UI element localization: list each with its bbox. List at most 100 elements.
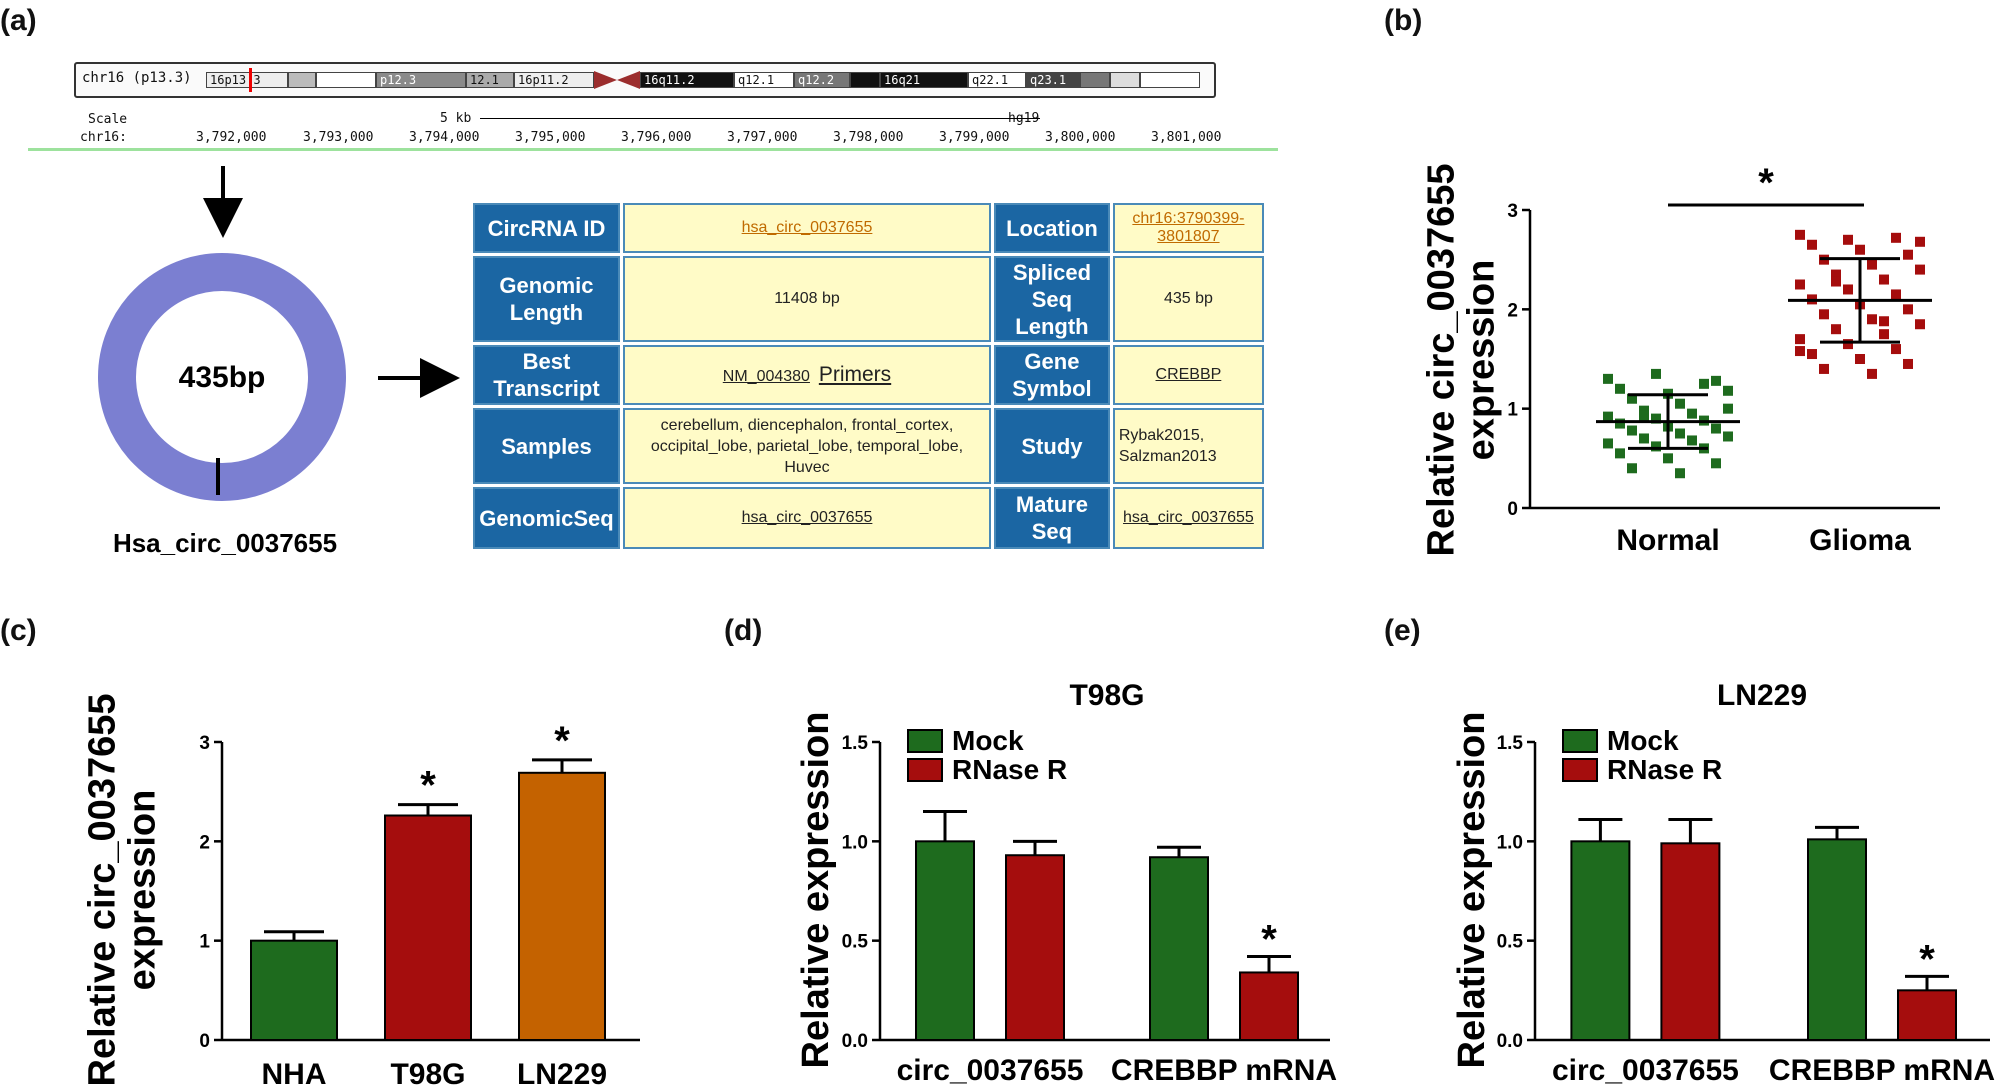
circrna-id-link[interactable]: hsa_circ_0037655	[741, 219, 873, 236]
data-point	[1687, 408, 1697, 419]
bar	[384, 814, 472, 1041]
y-tick-label: 2	[199, 832, 210, 853]
table-row: Best Transcript NM_004380 Primers Gene S…	[473, 345, 1264, 405]
position-label: 3,792,000	[196, 130, 267, 145]
data-point	[1879, 274, 1889, 285]
value-cell[interactable]: chr16:3790399-3801807	[1112, 203, 1264, 253]
value-cell[interactable]: hsa_circ_0037655	[1112, 487, 1264, 549]
data-point	[1603, 411, 1613, 422]
header-cell: Genomic Length	[473, 256, 620, 342]
data-point	[1831, 324, 1841, 335]
data-point	[1843, 284, 1853, 295]
band-gap	[1110, 72, 1140, 88]
data-point	[1711, 458, 1721, 469]
header-cell: Mature Seq	[994, 487, 1110, 549]
y-tick-label: 1	[1507, 400, 1518, 421]
gene-symbol-link[interactable]: CREBBP	[1155, 366, 1222, 383]
table-row: CircRNA ID hsa_circ_0037655 Location chr…	[473, 203, 1264, 253]
position-label: 3,800,000	[1045, 130, 1116, 145]
data-point	[1627, 393, 1637, 404]
bar	[1897, 989, 1957, 1041]
value-cell: 435 bp	[1112, 256, 1264, 342]
table-row: Genomic Length 11408 bp Spliced Seq Leng…	[473, 256, 1264, 342]
value-cell[interactable]: CREBBP	[1112, 345, 1264, 405]
data-point	[1903, 358, 1913, 369]
chart-c: 0 1 2 3 Relative circ_0037655expression NHA * T…	[82, 694, 640, 1088]
data-point	[1603, 438, 1613, 449]
panel-label-a: (a)	[0, 4, 37, 37]
bar	[1005, 854, 1065, 1041]
header-cell: Spliced Seq Length	[994, 256, 1110, 342]
bar	[1807, 838, 1867, 1042]
primers-link[interactable]: Primers	[818, 363, 892, 386]
y-tick-label: 1.5	[1497, 733, 1524, 754]
location-link[interactable]: chr16:3790399-3801807	[1132, 210, 1245, 245]
legend-label: Mock	[952, 725, 1024, 756]
genome-scale-row: Scale chr16: 5 kb hg19 3,792,000 3,793,0…	[28, 108, 1278, 153]
locus-marker	[249, 68, 252, 92]
position-label: 3,794,000	[409, 130, 480, 145]
data-point	[1819, 363, 1829, 374]
band: q23.1	[1026, 72, 1080, 88]
band: 16p13.3	[206, 72, 288, 88]
position-label: 3,793,000	[303, 130, 374, 145]
data-point	[1867, 368, 1877, 379]
data-point	[1831, 269, 1841, 280]
data-point	[1915, 264, 1925, 275]
x-category-label: NHA	[262, 1058, 327, 1088]
y-tick-label: 3	[199, 733, 210, 754]
bar	[1149, 856, 1209, 1042]
band: q12.1	[734, 72, 794, 88]
header-cell: CircRNA ID	[473, 203, 620, 253]
significance-mark: *	[1261, 918, 1277, 962]
legend-swatch	[1562, 729, 1598, 753]
panel-label-c: (c)	[0, 614, 37, 647]
data-point	[1651, 413, 1661, 424]
value-cell[interactable]: hsa_circ_0037655	[622, 203, 992, 253]
band-gap	[1140, 72, 1200, 88]
scale-bar-label: 5 kb	[440, 111, 472, 126]
position-label: 3,796,000	[621, 130, 692, 145]
legend-label: RNase R	[1607, 754, 1722, 785]
header-cell: Location	[994, 203, 1110, 253]
data-point	[1615, 383, 1625, 394]
significance-mark: *	[420, 764, 436, 808]
data-point	[1807, 349, 1817, 360]
data-point	[1867, 259, 1877, 270]
data-point	[1795, 346, 1805, 357]
transcript-link[interactable]: NM_004380	[722, 368, 810, 385]
data-point	[1891, 289, 1901, 300]
significance-mark: *	[1758, 161, 1774, 205]
bar	[250, 939, 338, 1042]
data-point	[1903, 249, 1913, 260]
y-tick-label: 3	[1507, 201, 1518, 222]
position-label: 3,798,000	[833, 130, 904, 145]
data-point	[1627, 463, 1637, 474]
scale-bar	[480, 118, 1040, 119]
data-point	[1723, 431, 1733, 442]
y-axis-label: Relative expression	[795, 712, 837, 1069]
centromere	[594, 71, 640, 89]
value-cell: cerebellum, diencephalon, frontal_cortex…	[622, 408, 992, 484]
data-point	[1915, 319, 1925, 330]
data-point	[1723, 403, 1733, 414]
data-point	[1675, 428, 1685, 439]
value-cell[interactable]: hsa_circ_0037655	[622, 487, 992, 549]
genomic-seq-link[interactable]: hsa_circ_0037655	[741, 509, 873, 526]
position-label: 3,801,000	[1151, 130, 1222, 145]
data-point	[1627, 425, 1637, 436]
data-point	[1615, 418, 1625, 429]
band-gap	[850, 72, 880, 88]
mature-seq-link[interactable]: hsa_circ_0037655	[1123, 509, 1254, 526]
data-point	[1651, 368, 1661, 379]
data-point	[1723, 385, 1733, 396]
data-point	[1687, 435, 1697, 446]
y-tick-label: 0	[1507, 499, 1518, 520]
x-category-label: CREBBP mRNA	[1769, 1054, 1995, 1087]
value-cell[interactable]: NM_004380 Primers	[622, 345, 992, 405]
data-point	[1639, 410, 1649, 421]
